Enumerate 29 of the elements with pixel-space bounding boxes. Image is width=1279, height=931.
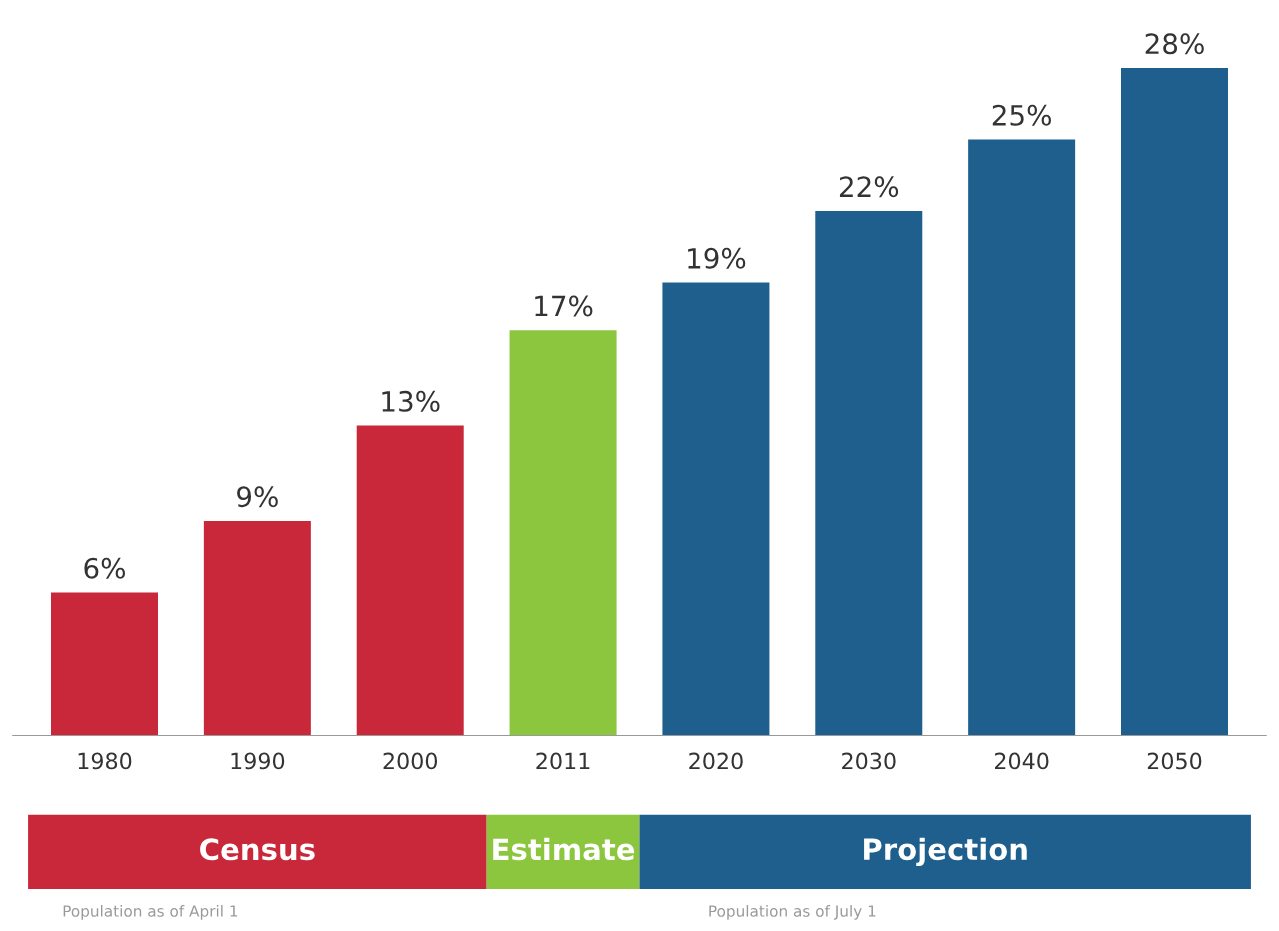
x-tick-label: 1980 bbox=[78, 752, 132, 770]
text: Census bbox=[200, 838, 315, 861]
bar bbox=[815, 211, 923, 736]
bar bbox=[662, 282, 770, 736]
x-tick-label: 2011 bbox=[536, 752, 590, 770]
x-tick-label: 1990 bbox=[231, 752, 285, 770]
data-label: 6% bbox=[84, 557, 125, 579]
bar bbox=[968, 139, 1076, 736]
data-label: 13% bbox=[382, 390, 440, 412]
data-label: 25% bbox=[992, 104, 1051, 126]
data-label: 28% bbox=[1145, 33, 1204, 55]
x-tick-label: 2050 bbox=[1147, 752, 1202, 770]
bar bbox=[509, 330, 617, 736]
text: Population as of July 1 bbox=[709, 904, 876, 920]
data-label: 22% bbox=[839, 176, 899, 198]
text: Estimate bbox=[493, 837, 635, 861]
bar bbox=[51, 592, 158, 736]
data-label: 9% bbox=[237, 486, 278, 508]
text: Projection bbox=[864, 837, 1027, 867]
data-label: 19% bbox=[688, 247, 746, 269]
data-label: 17% bbox=[535, 295, 593, 317]
x-tick-label: 2000 bbox=[383, 752, 438, 770]
text: Population as of April 1 bbox=[63, 904, 238, 920]
bar bbox=[203, 520, 311, 736]
bar bbox=[1121, 67, 1228, 736]
x-tick-label: 2020 bbox=[689, 752, 743, 770]
bar bbox=[356, 425, 464, 736]
x-tick-label: 2030 bbox=[842, 752, 896, 770]
x-tick-label: 2040 bbox=[994, 752, 1049, 770]
